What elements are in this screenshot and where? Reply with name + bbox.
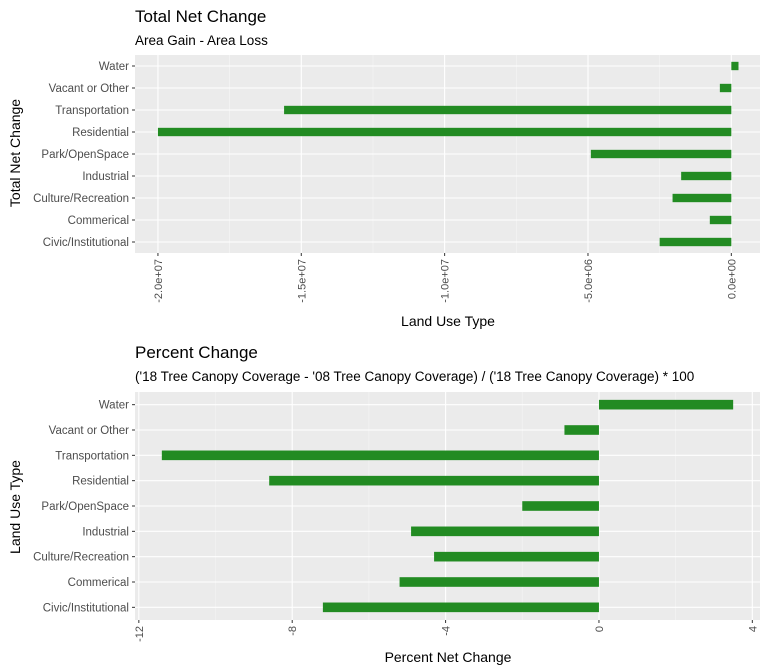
- x-tick-label: -2.0e+07: [153, 259, 165, 303]
- y-tick-label: Industrial: [82, 526, 129, 538]
- bar-1: [564, 425, 599, 435]
- y-tick-label: Transportation: [55, 105, 129, 117]
- chart2-plot: Water Vacant or Other Transportation Reside…: [33, 392, 760, 642]
- y-tick-label: Commerical: [68, 215, 129, 227]
- bar-3: [157, 127, 732, 137]
- bar-5: [411, 526, 599, 537]
- chart1-x-axis-label: Land Use Type: [401, 313, 495, 329]
- y-tick-label: Park/OpenSpace: [41, 149, 129, 161]
- bar-2: [161, 450, 599, 461]
- bar-6: [434, 551, 599, 562]
- chart2-y-axis-label: Land Use Type: [7, 460, 23, 554]
- chart1-plot: Water Vacant or Other Transportation Reside…: [33, 55, 760, 303]
- x-tick-label: -1.0e+07: [440, 259, 452, 303]
- y-tick-label: Culture/Recreation: [33, 552, 129, 564]
- bar-3: [269, 475, 599, 486]
- bar-0: [731, 61, 739, 71]
- y-tick-label: Commerical: [68, 577, 129, 589]
- y-tick-label: Culture/Recreation: [33, 193, 129, 205]
- bar-8: [322, 602, 599, 613]
- bar-7: [399, 577, 599, 587]
- y-tick-label: Park/OpenSpace: [41, 501, 129, 513]
- y-tick-label: Industrial: [82, 171, 129, 183]
- y-tick-label: Transportation: [55, 450, 129, 462]
- x-tick-label: -12: [134, 626, 146, 642]
- x-tick-label: -1.5e+07: [296, 259, 308, 303]
- bar-6: [672, 193, 732, 203]
- x-tick-label: -4: [441, 626, 453, 636]
- bar-4: [590, 149, 732, 159]
- y-tick-label: Civic/Institutional: [43, 237, 129, 249]
- chart2-subtitle: ('18 Tree Canopy Coverage - '08 Tree Can…: [135, 369, 694, 384]
- y-tick-label: Water: [99, 61, 129, 73]
- x-tick-label: 4: [747, 626, 759, 632]
- bar-8: [659, 237, 732, 247]
- chart2-x-axis-label: Percent Net Change: [385, 649, 512, 665]
- bar-2: [284, 105, 732, 115]
- y-tick-label: Residential: [72, 476, 129, 488]
- y-tick-label: Water: [99, 400, 129, 412]
- chart1-subtitle: Area Gain - Area Loss: [135, 33, 268, 48]
- chart2-title: Percent Change: [135, 343, 258, 362]
- bar-5: [681, 171, 732, 181]
- y-tick-label: Civic/Institutional: [43, 602, 129, 614]
- x-tick-label: -8: [287, 626, 299, 636]
- x-tick-label: -5.0e+06: [583, 259, 595, 303]
- x-tick-label: 0.0e+00: [726, 259, 738, 299]
- y-tick-label: Vacant or Other: [49, 425, 129, 437]
- bar-4: [522, 501, 599, 511]
- x-tick-label: 0: [594, 626, 606, 632]
- bar-1: [719, 83, 732, 93]
- chart1-title: Total Net Change: [135, 7, 266, 26]
- y-tick-label: Vacant or Other: [49, 83, 129, 95]
- bar-0: [598, 399, 734, 410]
- bar-7: [709, 215, 732, 225]
- chart1-y-axis-label: Total Net Change: [7, 99, 23, 207]
- y-tick-label: Residential: [72, 127, 129, 139]
